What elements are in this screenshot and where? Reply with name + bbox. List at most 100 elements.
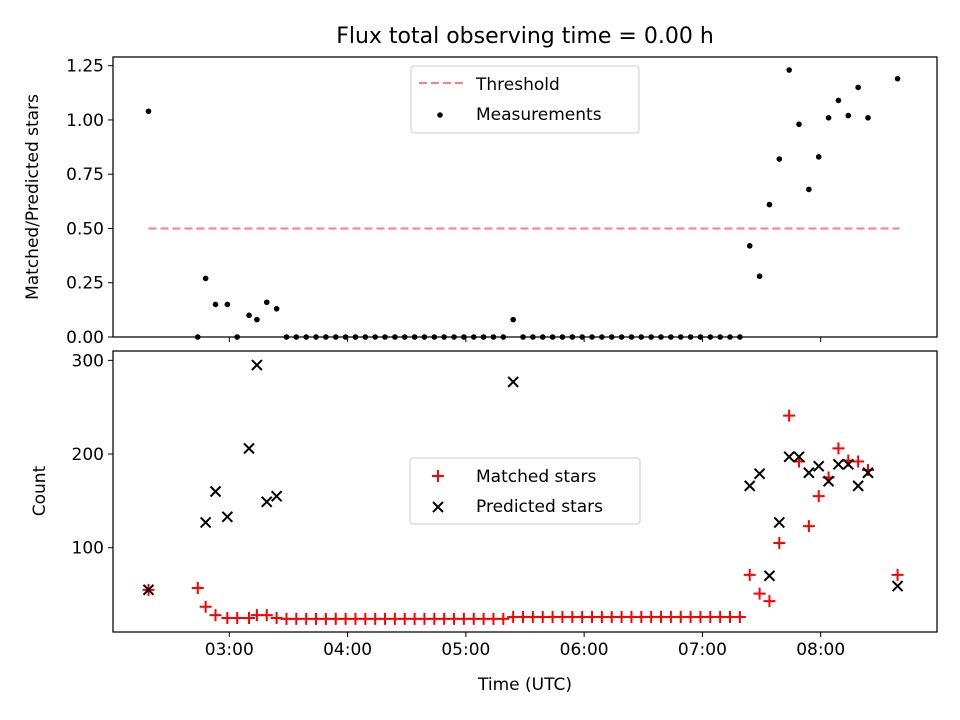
data-point	[260, 609, 273, 622]
data-point	[212, 301, 219, 308]
x-tick-label: 05:00	[441, 640, 490, 660]
data-point	[199, 600, 212, 613]
series-predicted-stars	[142, 359, 904, 596]
data-point	[142, 584, 155, 596]
data-point	[894, 75, 901, 82]
data-point	[862, 467, 874, 479]
top-y-tick-label: 1.25	[66, 57, 104, 77]
data-point	[145, 108, 152, 115]
x-tick-label: 08:00	[796, 640, 845, 660]
legend-matched-swatch	[432, 470, 444, 482]
x-tick-label: 07:00	[678, 640, 727, 660]
top-y-tick-label: 0.00	[66, 328, 104, 348]
bottom-y-axis-label: Count	[30, 465, 50, 516]
data-point	[510, 316, 516, 323]
data-point	[191, 581, 204, 594]
data-point	[261, 496, 273, 508]
data-point	[815, 154, 822, 160]
data-point	[812, 490, 825, 503]
data-point	[246, 312, 252, 319]
bottom-legend: Matched stars Predicted stars	[409, 457, 641, 525]
data-point	[766, 201, 773, 208]
data-point	[891, 580, 904, 592]
data-point	[202, 275, 209, 282]
data-point	[803, 467, 815, 479]
data-point	[753, 587, 766, 600]
top-legend: Threshold Measurements	[410, 65, 640, 134]
top-legend-box	[410, 65, 640, 134]
data-point	[773, 516, 786, 529]
data-point	[796, 121, 802, 128]
data-point	[783, 409, 796, 422]
data-point	[743, 568, 756, 581]
data-point	[507, 376, 519, 388]
data-point	[763, 570, 776, 582]
data-point	[270, 490, 283, 502]
data-point	[231, 611, 244, 624]
data-point	[832, 442, 845, 455]
legend-threshold-label: Threshold	[475, 75, 560, 95]
data-point	[756, 273, 763, 280]
x-axis-label: Time (UTC)	[477, 675, 572, 695]
data-point	[855, 84, 861, 91]
data-point	[209, 609, 222, 622]
data-point	[763, 595, 776, 608]
data-point	[865, 114, 871, 121]
data-point	[802, 520, 815, 533]
data-point	[753, 467, 766, 480]
x-tick-label: 06:00	[560, 640, 609, 660]
top-y-axis-label: Matched/Predicted stars	[23, 94, 43, 300]
data-point	[783, 451, 795, 463]
data-point	[891, 568, 904, 581]
data-point	[852, 455, 865, 468]
data-point	[842, 458, 854, 471]
data-point	[825, 114, 832, 121]
data-point	[254, 316, 260, 323]
data-point	[251, 359, 263, 371]
top-plot: 0.00 0.25 0.50 0.75 1.00 1.25 Matched/Predict…	[23, 56, 938, 348]
data-point	[806, 186, 812, 193]
data-point	[786, 67, 792, 73]
legend-measurements-label: Measurements	[476, 105, 602, 125]
data-point	[822, 475, 835, 487]
data-point	[773, 537, 786, 550]
top-plot-frame	[112, 56, 938, 338]
bottom-legend-box	[409, 457, 641, 525]
data-point	[746, 243, 753, 249]
data-point	[221, 511, 234, 523]
data-point	[813, 460, 825, 472]
data-point	[832, 458, 845, 471]
bottom-y-tick-label: 200	[72, 445, 104, 465]
top-y-tick-label: 0.75	[66, 165, 104, 185]
data-point	[224, 301, 231, 308]
data-point	[733, 611, 746, 624]
data-point	[835, 97, 842, 104]
data-point	[263, 299, 270, 306]
top-y-tick-label: 1.00	[66, 111, 104, 131]
top-y-tick-label: 0.50	[66, 219, 104, 239]
data-point	[845, 112, 852, 119]
legend-matched-label: Matched stars	[476, 467, 596, 487]
bottom-plot-frame	[112, 350, 938, 633]
bottom-y-tick-label: 300	[72, 351, 104, 371]
data-point	[273, 305, 280, 312]
x-tick-label: 04:00	[323, 640, 372, 660]
top-y-tick-label: 0.25	[66, 274, 104, 294]
data-point	[497, 612, 510, 625]
bottom-y-tick-label: 100	[72, 539, 104, 559]
data-point	[243, 442, 255, 455]
data-point	[209, 485, 222, 498]
data-point	[852, 480, 864, 492]
legend-measurements-swatch	[437, 112, 443, 118]
data-point	[776, 156, 783, 162]
data-point	[744, 480, 756, 492]
data-point	[243, 611, 256, 624]
chart-title: Flux total observing time = 0.00 h	[336, 24, 714, 49]
data-point	[199, 516, 212, 529]
x-tick-label: 03:00	[205, 640, 254, 660]
legend-predicted-label: Predicted stars	[476, 497, 603, 517]
legend-predicted-swatch	[432, 501, 444, 513]
data-point	[793, 451, 805, 463]
